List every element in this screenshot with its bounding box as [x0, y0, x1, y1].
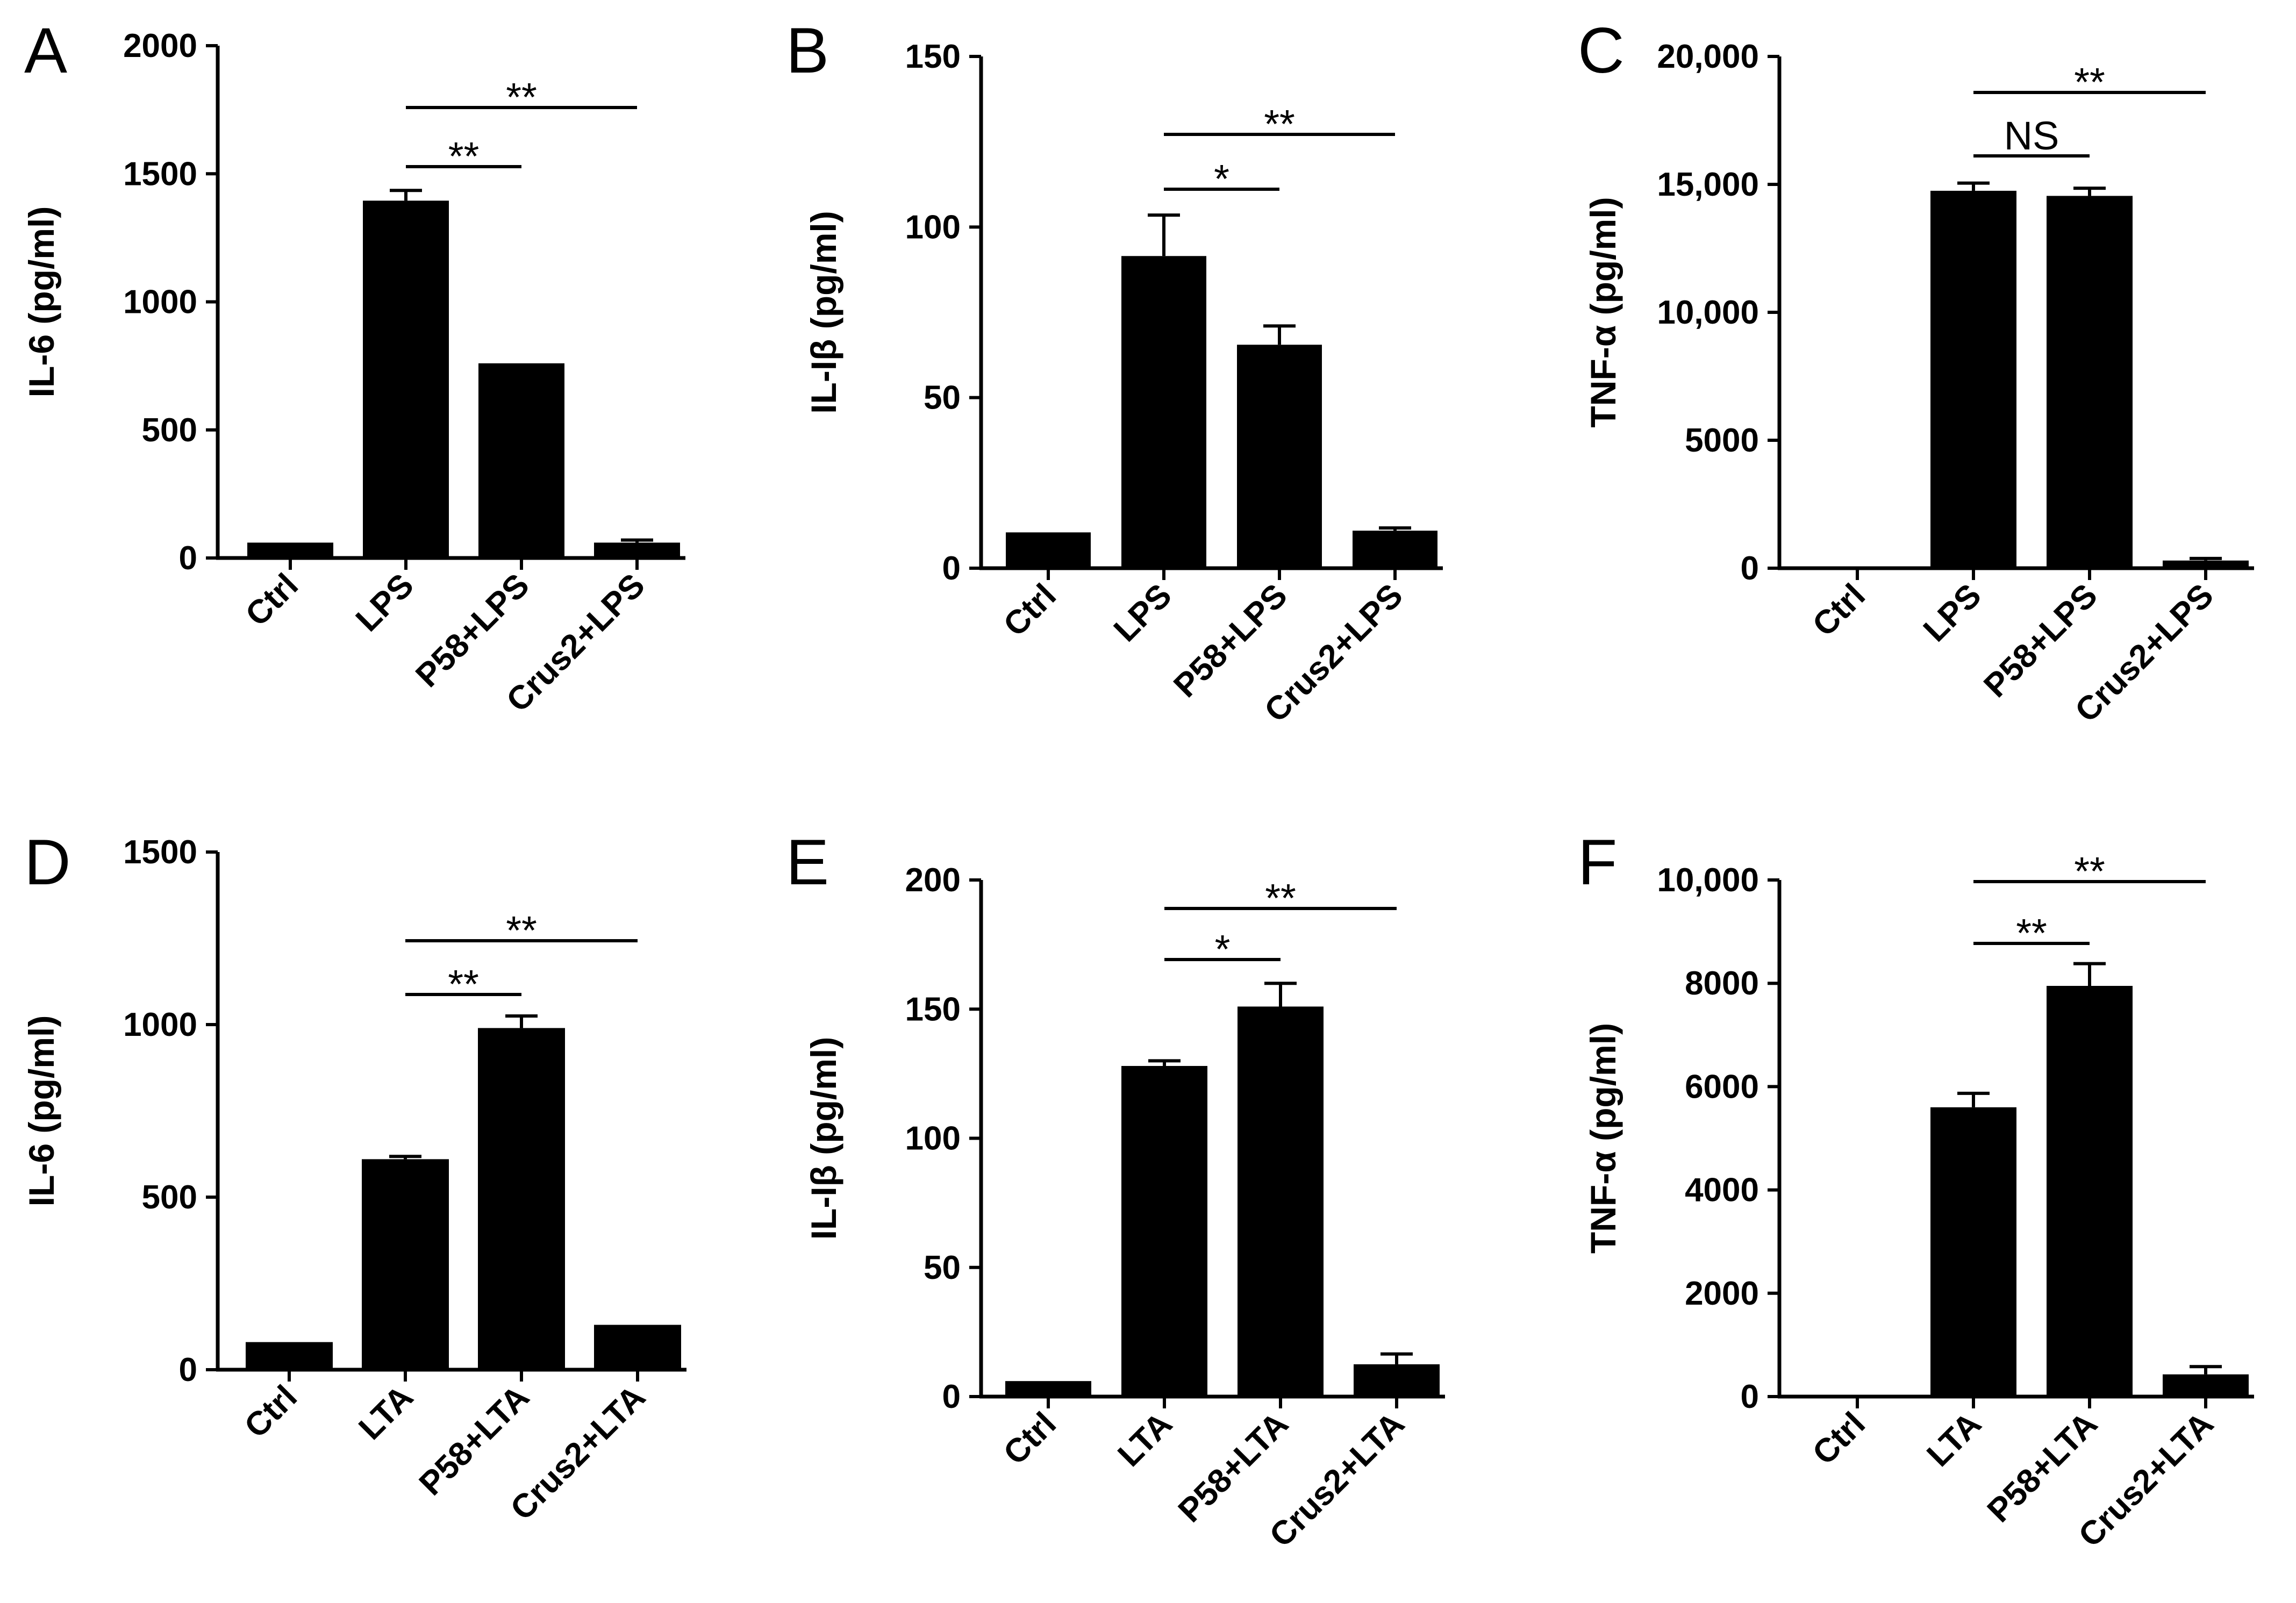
bar-lta: [1121, 1065, 1207, 1397]
y-tick-label: 10,000: [1657, 294, 1759, 331]
y-axis-label: IL-Iβ (pg/ml): [804, 1037, 843, 1240]
significance-label: **: [448, 134, 480, 178]
x-tick-label: LTA: [352, 1378, 420, 1447]
bar-p58-lta: [478, 1028, 565, 1370]
x-tick-label: P58+LTA: [412, 1378, 537, 1502]
panel-letter: E: [786, 826, 829, 898]
y-tick-label: 0: [1741, 1378, 1759, 1415]
y-tick-label: 20,000: [1657, 38, 1759, 75]
y-tick-label: 5000: [1685, 422, 1759, 459]
x-tick-label: Ctrl: [997, 577, 1063, 643]
significance-label: **: [2016, 911, 2047, 955]
x-tick-label: Ctrl: [997, 1405, 1063, 1472]
x-tick-label: Ctrl: [239, 567, 305, 633]
y-tick-label: 0: [179, 540, 197, 577]
bar-lps: [1121, 256, 1206, 568]
y-tick-label: 100: [905, 1120, 961, 1157]
y-axis-label: IL-Iβ (pg/ml): [804, 211, 843, 414]
bar-ctrl: [1006, 532, 1091, 568]
y-axis-label: IL-6 (pg/ml): [22, 206, 61, 398]
y-tick-label: 200: [905, 862, 961, 899]
panel-letter: A: [24, 15, 67, 87]
bar-p58-lps: [478, 363, 564, 558]
y-tick-label: 0: [1741, 550, 1759, 587]
y-tick-label: 2000: [1685, 1275, 1759, 1312]
y-tick-label: 8000: [1685, 965, 1759, 1002]
bar-p58-lta: [2047, 986, 2133, 1397]
significance-label: **: [1264, 102, 1295, 146]
x-tick-label: Ctrl: [238, 1378, 304, 1445]
x-tick-label: LTA: [1111, 1405, 1179, 1474]
bar-crus2-lps: [1353, 531, 1437, 568]
y-tick-label: 150: [905, 991, 961, 1028]
y-tick-label: 500: [142, 412, 197, 449]
x-tick-label: Ctrl: [1806, 577, 1872, 643]
y-tick-label: 4000: [1685, 1172, 1759, 1209]
x-tick-label: Ctrl: [1806, 1405, 1872, 1472]
bar-crus2-lta: [1354, 1364, 1440, 1397]
significance-label: **: [1265, 876, 1296, 920]
significance-label: **: [506, 75, 537, 119]
y-tick-label: 1000: [123, 1006, 197, 1043]
bar-lta: [1930, 1107, 2016, 1397]
panel-letter: F: [1578, 826, 1617, 898]
y-axis-label: TNF-α (pg/ml): [1583, 1023, 1623, 1254]
bar-ctrl: [246, 1342, 333, 1370]
bar-lps: [1930, 190, 2016, 568]
y-tick-label: 50: [924, 380, 961, 417]
significance-label: *: [1214, 156, 1229, 201]
significance-label: **: [2074, 60, 2105, 104]
x-tick-label: LTA: [1920, 1405, 1989, 1474]
bar-ctrl: [247, 542, 333, 558]
bar-lta: [362, 1159, 449, 1370]
x-tick-label: P58+LTA: [1171, 1405, 1296, 1529]
x-tick-label: LPS: [1916, 577, 1989, 649]
x-tick-label: LPS: [349, 567, 421, 639]
bar-p58-lps: [1237, 345, 1322, 568]
significance-label: **: [448, 962, 479, 1006]
significance-label: **: [506, 908, 537, 953]
significance-label: NS: [2004, 113, 2059, 158]
x-tick-label: P58+LTA: [1980, 1405, 2105, 1529]
bar-p58-lps: [2047, 196, 2133, 568]
bar-p58-lta: [1238, 1006, 1324, 1397]
significance-label: **: [2074, 849, 2105, 893]
x-tick-label: LPS: [1107, 577, 1179, 649]
y-axis-label: IL-6 (pg/ml): [22, 1015, 61, 1207]
y-tick-label: 0: [942, 550, 961, 587]
panel-f: F TNF-α (pg/ml) 0 2000 4000 6000 8000 10,000 Ctr…: [1578, 826, 2254, 1554]
bar-crus2-lta: [2163, 1374, 2249, 1397]
y-tick-label: 1500: [123, 834, 197, 871]
panel-e: E IL-Iβ (pg/ml) 0 50 100 150 200 Ctrl LTAP58+LTA…: [786, 826, 1445, 1554]
bar-crus2-lps: [594, 542, 680, 558]
bar-lps: [363, 201, 449, 559]
bar-ctrl: [1005, 1381, 1091, 1397]
y-tick-label: 50: [924, 1249, 961, 1286]
panel-c: C TNF-α (pg/ml) 0 5000 10,000 15,000 20,000 Ctr…: [1578, 15, 2254, 729]
y-tick-label: 15,000: [1657, 166, 1759, 203]
significance-label: *: [1215, 927, 1231, 971]
y-tick-label: 1500: [123, 155, 197, 192]
y-tick-label: 2000: [123, 27, 197, 65]
y-tick-label: 10,000: [1657, 862, 1759, 899]
panel-letter: D: [24, 826, 71, 898]
bar-crus2-lps: [2163, 560, 2249, 568]
y-tick-label: 100: [905, 209, 961, 246]
y-tick-label: 6000: [1685, 1068, 1759, 1105]
y-tick-label: 0: [179, 1351, 197, 1389]
y-tick-label: 1000: [123, 284, 197, 321]
y-tick-label: 500: [142, 1179, 197, 1216]
panel-letter: B: [786, 15, 829, 87]
panel-letter: C: [1578, 15, 1625, 87]
y-tick-label: 0: [942, 1378, 961, 1415]
y-tick-label: 150: [905, 38, 961, 75]
y-axis-label: TNF-α (pg/ml): [1583, 197, 1623, 427]
bar-crus2-lta: [594, 1325, 681, 1370]
